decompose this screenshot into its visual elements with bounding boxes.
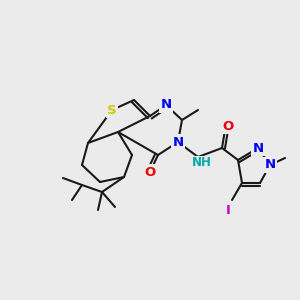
Text: N: N (252, 142, 264, 154)
Text: I: I (226, 203, 230, 217)
Text: N: N (172, 136, 184, 148)
Text: N: N (160, 98, 172, 112)
Text: O: O (222, 119, 234, 133)
Text: S: S (107, 103, 117, 116)
Text: O: O (144, 166, 156, 178)
Text: N: N (264, 158, 276, 172)
Text: NH: NH (192, 157, 212, 169)
